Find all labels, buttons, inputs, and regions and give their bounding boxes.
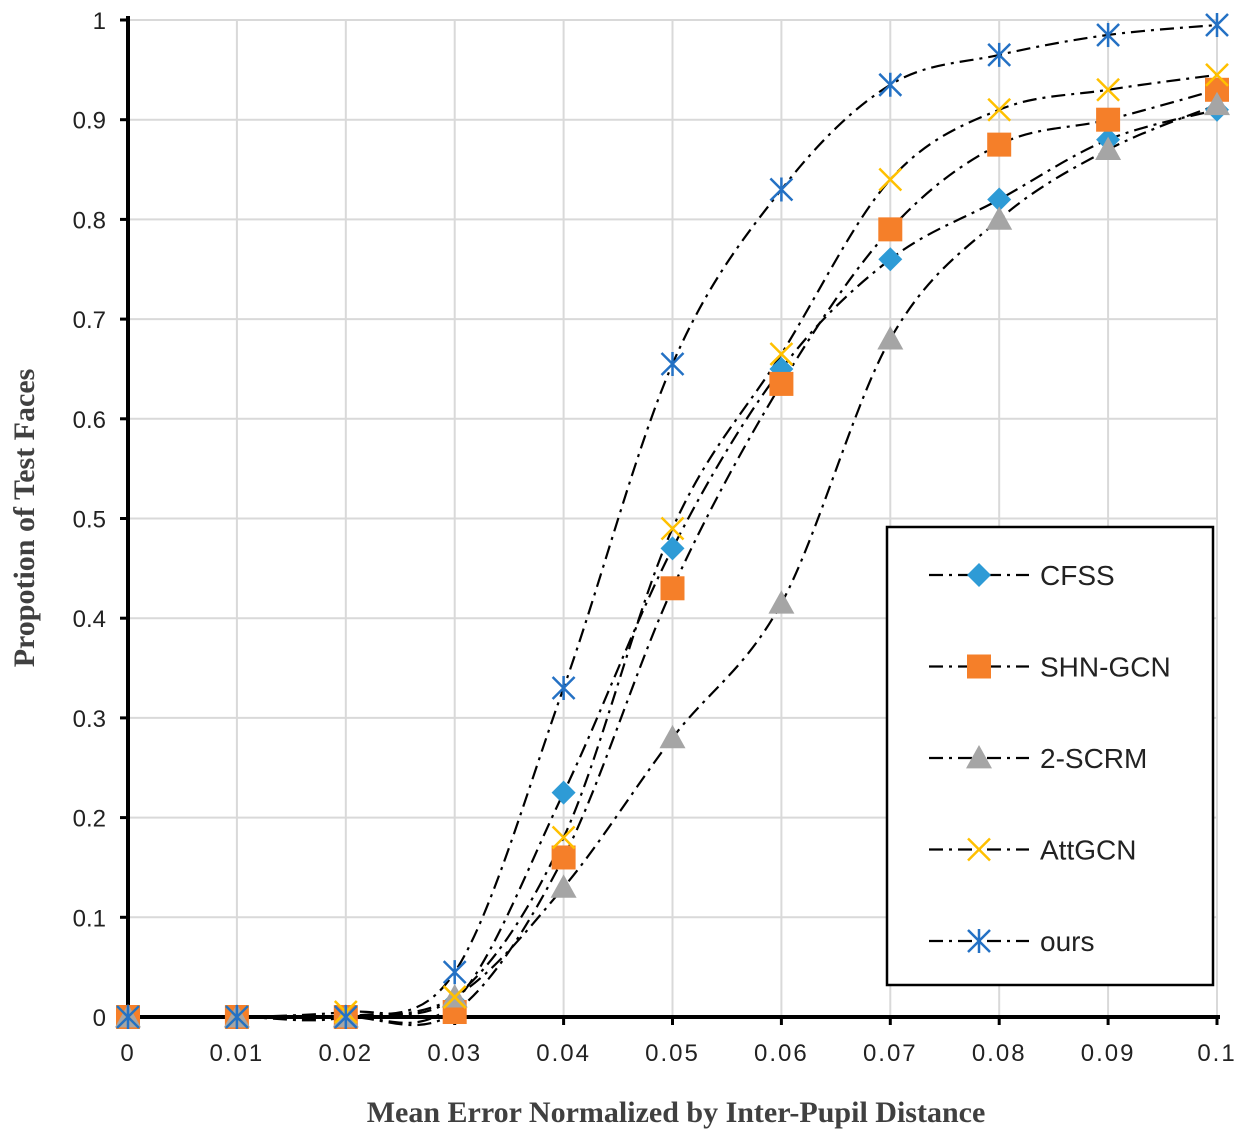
data-point-ours xyxy=(225,1005,249,1029)
data-point-attgcn xyxy=(442,985,467,1009)
data-point-attgcn xyxy=(878,167,903,192)
series-line-cfss xyxy=(127,108,1218,1024)
data-point-shn-gcn xyxy=(1096,107,1121,132)
data-point-shn-gcn xyxy=(660,576,685,601)
data-point-attgcn xyxy=(769,342,794,366)
data-point-2-scrm xyxy=(659,724,686,749)
legend-label: CFSS xyxy=(1040,560,1115,591)
data-point-2-scrm xyxy=(877,326,904,350)
y-tick-label: 0.1 xyxy=(73,905,106,932)
legend-label: 2-SCRM xyxy=(1040,743,1147,774)
legend-label: AttGCN xyxy=(1040,835,1136,866)
data-point-cfss xyxy=(551,780,576,805)
y-tick-label: 0.5 xyxy=(73,507,106,534)
data-point-ours xyxy=(987,42,1012,67)
y-tick-label: 0.9 xyxy=(73,108,106,135)
data-point-cfss xyxy=(878,247,903,272)
data-point-2-scrm xyxy=(768,590,795,614)
data-point-2-scrm xyxy=(986,206,1013,230)
x-tick-label: 0.02 xyxy=(318,1040,373,1067)
data-point-ours xyxy=(660,351,685,376)
data-point-ours xyxy=(1096,22,1120,47)
y-tick-label: 0.2 xyxy=(73,806,106,833)
series-markers xyxy=(115,12,1230,1029)
data-point-2-scrm xyxy=(550,874,577,898)
legend-marker-2-scrm xyxy=(966,745,992,769)
data-point-attgcn xyxy=(551,825,576,850)
legend: CFSS SHN-GCN 2-SCRM AttGCN ours xyxy=(885,525,1215,987)
data-point-2-scrm xyxy=(1204,91,1230,116)
x-axis-title: Mean Error Normalized by Inter-Pupil Dis… xyxy=(367,1096,986,1129)
x-tick-label: 0.08 xyxy=(972,1040,1027,1067)
y-tick-label: 0.3 xyxy=(73,706,106,733)
data-point-cfss xyxy=(660,536,685,561)
data-point-attgcn xyxy=(987,97,1012,122)
data-point-shn-gcn xyxy=(551,845,576,870)
x-tick-label: 0 xyxy=(120,1040,135,1067)
x-tick-label: 0.07 xyxy=(863,1040,918,1067)
y-tick-label: 0.7 xyxy=(73,307,106,334)
data-point-attgcn xyxy=(660,516,685,541)
y-tick-label: 0.6 xyxy=(73,407,106,434)
legend-label: ours xyxy=(1040,926,1094,957)
legend-marker-cfss xyxy=(967,563,991,587)
x-tick-label: 0.1 xyxy=(1197,1040,1236,1067)
x-tick-label: 0.04 xyxy=(536,1040,591,1067)
y-tick-label: 0 xyxy=(93,1005,106,1032)
tick-labels: 0 0.01 0.02 0.03 0.04 0.05 0.06 0.07 0.08 0.09 0.1… xyxy=(73,8,1236,1067)
data-point-shn-gcn xyxy=(987,132,1012,157)
y-axis-title: Propotion of Test Faces xyxy=(8,369,41,668)
legend-box xyxy=(885,525,1215,987)
data-point-ours xyxy=(116,1005,140,1029)
data-point-attgcn xyxy=(1205,62,1229,87)
data-point-attgcn xyxy=(1096,77,1120,102)
legend-label: SHN-GCN xyxy=(1040,652,1171,683)
data-point-cfss xyxy=(987,187,1012,212)
legend-marker-ours xyxy=(967,929,991,953)
data-point-shn-gcn xyxy=(878,217,903,242)
data-point-ours xyxy=(769,177,794,202)
y-tick-label: 0.4 xyxy=(73,606,106,633)
data-point-ours xyxy=(442,960,467,985)
data-point-ours xyxy=(551,675,576,700)
y-tick-label: 1 xyxy=(93,8,106,35)
data-point-ours xyxy=(333,1005,358,1029)
x-tick-label: 0.03 xyxy=(427,1040,482,1067)
x-tick-label: 0.06 xyxy=(754,1040,809,1067)
data-point-2-scrm xyxy=(1095,136,1122,161)
legend-marker-attgcn xyxy=(967,837,991,862)
legend-marker-shn-gcn xyxy=(967,654,991,679)
y-tick-label: 0.8 xyxy=(73,207,106,234)
x-tick-label: 0.05 xyxy=(645,1040,700,1067)
x-tick-label: 0.09 xyxy=(1081,1040,1136,1067)
data-point-shn-gcn xyxy=(769,371,794,396)
x-tick-label: 0.01 xyxy=(210,1040,265,1067)
data-point-ours xyxy=(1205,12,1229,37)
data-point-ours xyxy=(878,72,903,97)
